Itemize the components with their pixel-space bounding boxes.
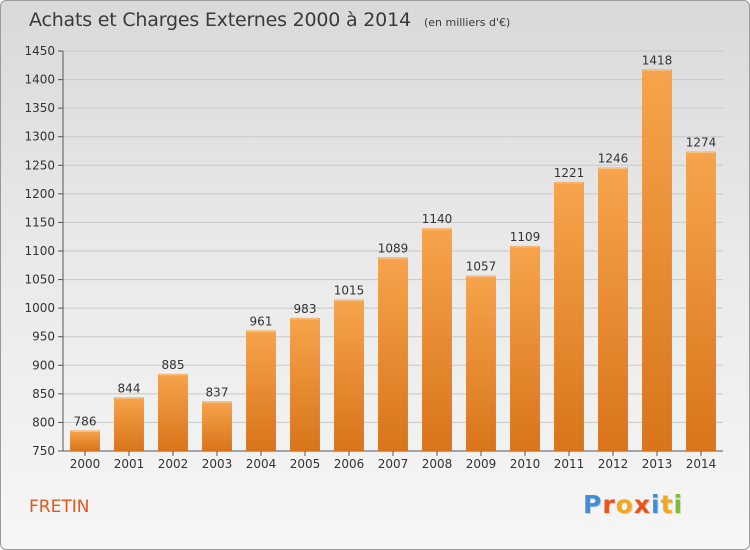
bar-2002 bbox=[158, 373, 188, 451]
y-tick-label: 1400 bbox=[24, 73, 55, 87]
value-label: 983 bbox=[294, 302, 317, 316]
value-label: 1089 bbox=[378, 241, 409, 255]
proxiti-logo: Proxiti bbox=[583, 490, 683, 519]
logo-letter: x bbox=[633, 490, 651, 519]
value-label: 961 bbox=[250, 314, 273, 328]
y-tick-label: 900 bbox=[32, 358, 55, 372]
value-label: 786 bbox=[74, 414, 97, 428]
y-tick-label: 850 bbox=[32, 387, 55, 401]
y-tick-label: 1050 bbox=[24, 273, 55, 287]
value-label: 1109 bbox=[510, 230, 541, 244]
value-label: 844 bbox=[118, 381, 141, 395]
bar-2007 bbox=[378, 257, 408, 451]
value-labels: 786 844 885 837 961 983 1015 1089 1140 1057 1109 12… bbox=[74, 53, 717, 428]
y-tick-label: 950 bbox=[32, 330, 55, 344]
x-tick-label: 2012 bbox=[598, 457, 629, 471]
value-label: 1221 bbox=[554, 166, 585, 180]
x-tick-label: 2011 bbox=[554, 457, 585, 471]
y-tick-label: 1150 bbox=[24, 215, 55, 229]
x-tick-label: 2014 bbox=[686, 457, 717, 471]
logo-letter: P bbox=[583, 490, 603, 519]
value-label: 1418 bbox=[642, 53, 673, 67]
x-tick-label: 2009 bbox=[466, 457, 497, 471]
y-tick-label: 1000 bbox=[24, 301, 55, 315]
x-tick-label: 2002 bbox=[158, 457, 189, 471]
value-label: 1057 bbox=[466, 260, 497, 274]
x-tick-label: 2001 bbox=[114, 457, 145, 471]
bar-2012 bbox=[598, 167, 628, 452]
bar-2009 bbox=[466, 275, 496, 451]
x-tick-label: 2004 bbox=[246, 457, 277, 471]
logo-letter: i bbox=[673, 490, 684, 519]
value-label: 837 bbox=[206, 385, 229, 399]
bar-2010 bbox=[510, 245, 540, 451]
bar-2004 bbox=[246, 330, 276, 451]
x-tick-label: 2000 bbox=[70, 457, 101, 471]
y-tick-label: 1450 bbox=[24, 44, 55, 58]
value-label: 1140 bbox=[422, 212, 453, 226]
y-tick-label: 800 bbox=[32, 415, 55, 429]
bar-2001 bbox=[114, 397, 144, 451]
y-tick-label: 1250 bbox=[24, 158, 55, 172]
logo-letter: r bbox=[602, 490, 616, 519]
value-label: 1015 bbox=[334, 284, 365, 298]
bars bbox=[70, 69, 716, 452]
value-label: 885 bbox=[162, 358, 185, 372]
chart-unit: (en milliers d'€) bbox=[423, 16, 511, 29]
logo-letter: t bbox=[660, 490, 674, 519]
bar-2013 bbox=[642, 69, 672, 452]
bar-2008 bbox=[422, 228, 452, 451]
commune-label: FRETIN bbox=[29, 497, 90, 517]
bar-2003 bbox=[202, 401, 232, 451]
y-tick-label: 1100 bbox=[24, 244, 55, 258]
chart-title: Achats et Charges Externes 2000 à 2014 bbox=[29, 9, 411, 31]
logo-letter: i bbox=[651, 490, 661, 519]
bar-2005 bbox=[290, 317, 320, 451]
x-tick-label: 2013 bbox=[642, 457, 673, 471]
x-tick-label: 2003 bbox=[202, 457, 233, 471]
x-tick-labels: 2000 2001 2002 2003 2004 2005 2006 2007 2008 2009… bbox=[70, 451, 717, 471]
x-tick-label: 2010 bbox=[510, 457, 541, 471]
x-tick-label: 2005 bbox=[290, 457, 321, 471]
x-tick-label: 2006 bbox=[334, 457, 365, 471]
x-tick-label: 2008 bbox=[422, 457, 453, 471]
value-label: 1274 bbox=[686, 136, 717, 150]
bar-2000 bbox=[70, 430, 100, 451]
y-tick-label: 1300 bbox=[24, 130, 55, 144]
y-tick-labels: 750 800 850 900 950 1000 1050 1100 1150 1200 1250 1… bbox=[24, 44, 55, 458]
bar-2011 bbox=[554, 181, 584, 451]
bar-2014 bbox=[686, 151, 716, 452]
y-tick-label: 1200 bbox=[24, 187, 55, 201]
chart-header: Achats et Charges Externes 2000 à 2014 (… bbox=[29, 9, 510, 31]
value-label: 1246 bbox=[598, 152, 629, 166]
logo-letter: o bbox=[615, 490, 634, 519]
x-tick-label: 2007 bbox=[378, 457, 409, 471]
y-tick-label: 750 bbox=[32, 444, 55, 458]
bar-2006 bbox=[334, 299, 364, 451]
y-tick-label: 1350 bbox=[24, 101, 55, 115]
